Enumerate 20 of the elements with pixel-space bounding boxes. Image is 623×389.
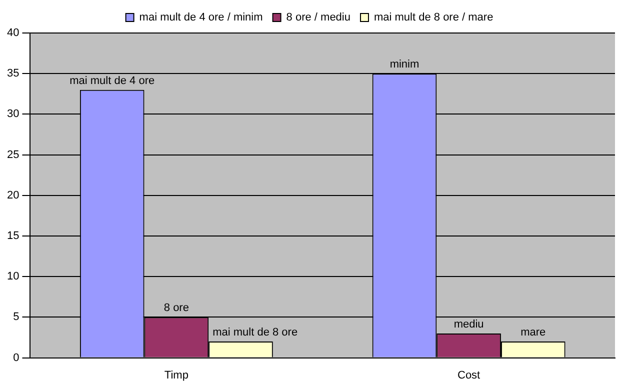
legend-label: mai mult de 4 ore / minim: [139, 12, 263, 24]
annotation: mai mult de 4 ore: [70, 74, 155, 87]
y-tick-label: 10: [6, 270, 20, 283]
y-tick-label: 25: [6, 148, 20, 161]
y-tick-label: 20: [6, 189, 20, 202]
y-tick-label: 40: [6, 27, 20, 40]
annotation: mai mult de 8 ore: [212, 326, 298, 339]
annotation: 8 ore: [164, 302, 189, 314]
y-tick-label: 5: [13, 311, 20, 324]
annotation: mediu: [454, 318, 484, 330]
legend-label: mai mult de 8 ore / mare: [374, 12, 494, 24]
x-tick-label: Timp: [164, 369, 188, 382]
x-tick-label: Cost: [457, 369, 480, 382]
legend-label: 8 ore / mediu: [286, 12, 350, 24]
y-tick-label: 35: [6, 68, 20, 80]
y-tick-label: 0: [13, 352, 20, 364]
y-tick-label: 15: [6, 230, 20, 242]
annotation: minim: [390, 58, 420, 71]
annotation: mare: [520, 326, 546, 339]
y-tick-label: 30: [6, 108, 20, 120]
